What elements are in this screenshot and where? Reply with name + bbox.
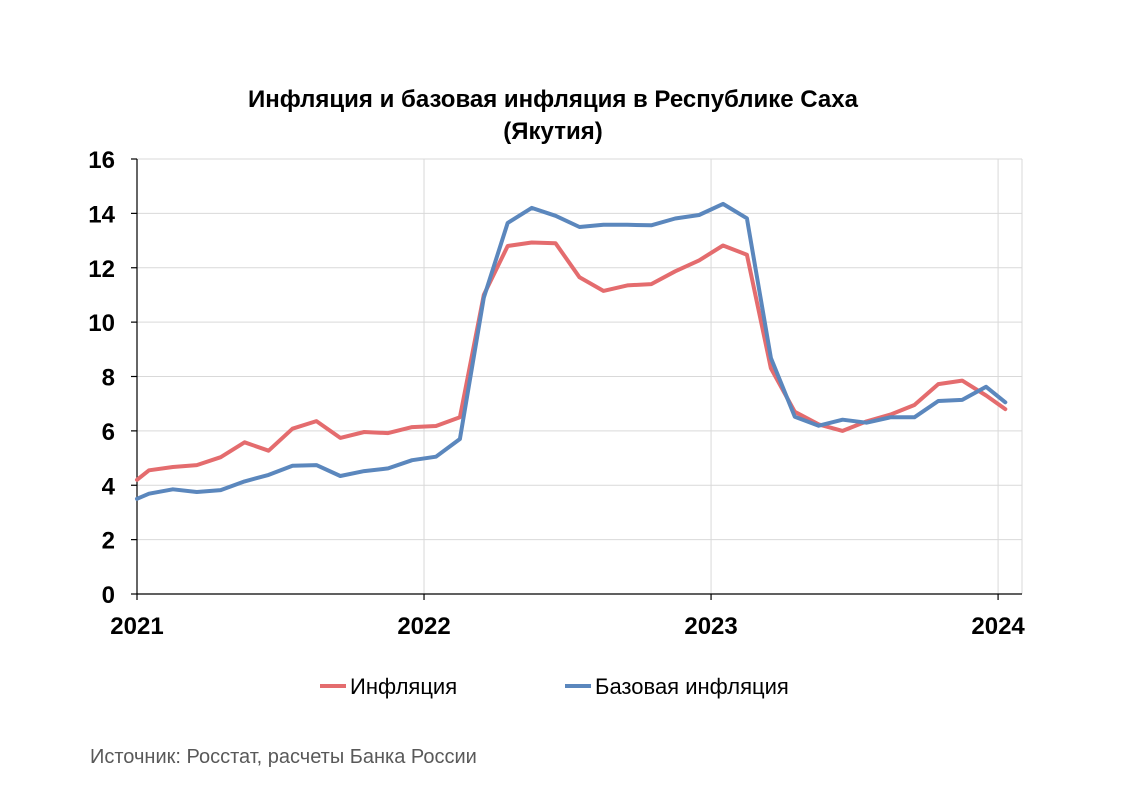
x-tick-label-0: 2021 <box>110 613 163 640</box>
y-tick-label-8: 16 <box>88 147 115 174</box>
legend-label-inflation: Инфляция <box>350 674 457 699</box>
y-tick-label-0: 0 <box>102 582 115 609</box>
y-tick-label-5: 10 <box>88 310 115 337</box>
chart-title-line2: (Якутия) <box>503 118 602 145</box>
x-tick-label-2: 2023 <box>684 613 737 640</box>
chart-title-line1: Инфляция и базовая инфляция в Республике… <box>248 86 859 113</box>
legend: Инфляция Базовая инфляция <box>320 674 789 699</box>
gridlines <box>137 158 1023 594</box>
series-line-1 <box>135 201 1008 501</box>
series-lines <box>135 201 1008 501</box>
y-tick-label-3: 6 <box>102 419 115 446</box>
x-tick-label-3: 2024 <box>971 613 1025 640</box>
x-tick-label-1: 2022 <box>397 613 450 640</box>
y-tick-label-7: 14 <box>88 201 115 228</box>
y-tick-label-2: 4 <box>102 473 116 500</box>
axes <box>131 158 1022 600</box>
y-tick-label-1: 2 <box>102 528 115 555</box>
y-tick-label-6: 12 <box>88 256 115 283</box>
series-line-0 <box>135 240 1008 482</box>
tick-labels: 0 2 4 6 8 10 12 14 16 2021 2022 2023 2024 <box>88 147 1025 640</box>
source-note: Источник: Росстат, расчеты Банка России <box>90 746 477 768</box>
y-tick-label-4: 8 <box>102 365 115 392</box>
legend-label-core-inflation: Базовая инфляция <box>595 674 789 699</box>
